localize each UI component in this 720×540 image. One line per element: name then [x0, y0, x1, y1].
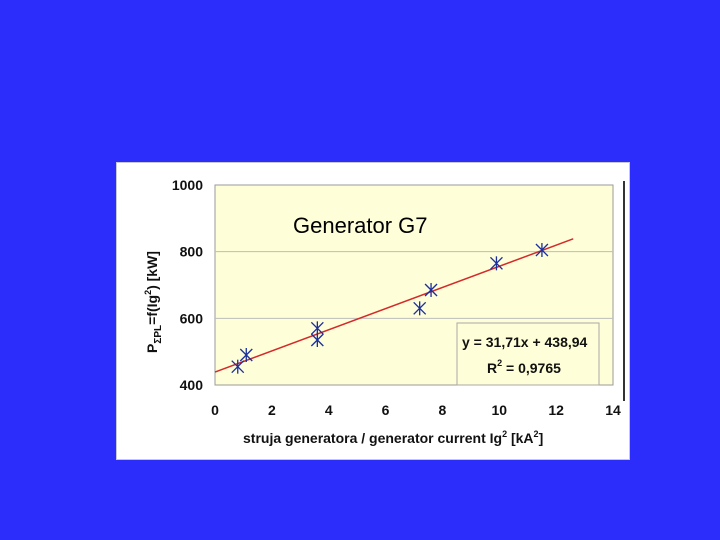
- data-point: [231, 359, 245, 374]
- x-tick-label: 0: [211, 402, 219, 418]
- x-tick-label: 10: [491, 402, 507, 418]
- r-squared-label: R2 = 0,9765: [487, 358, 561, 376]
- y-tick-label: 800: [180, 244, 204, 260]
- data-point: [239, 348, 253, 362]
- x-tick-label: 6: [382, 402, 390, 418]
- scatter-chart: 400 600 800 1000 0 2 4 6 8 10 12 14 Generator G7 y…: [143, 177, 625, 446]
- data-point: [489, 256, 503, 271]
- equation-box: [456, 322, 600, 386]
- r-squared-exponent: 2: [497, 358, 502, 368]
- x-tick-label: 12: [548, 402, 564, 418]
- grid-lines: [215, 251, 613, 319]
- data-point: [424, 283, 438, 297]
- trendline: [214, 238, 574, 373]
- data-markers: [231, 243, 549, 374]
- x-tick-label: 4: [325, 402, 333, 418]
- y-tick-label: 1000: [172, 177, 203, 193]
- data-point: [413, 301, 427, 316]
- x-tick-label: 2: [268, 402, 276, 418]
- chart-title: Generator G7: [293, 213, 428, 238]
- data-point: [535, 243, 549, 257]
- y-tick-label: 600: [180, 310, 204, 326]
- data-point: [310, 321, 324, 336]
- chart-panel: 400 600 800 1000 0 2 4 6 8 10 12 14 Generator G7 y…: [116, 162, 630, 460]
- trendline-equation: y = 31,71x + 438,94: [462, 334, 588, 350]
- x-tick-label: 8: [439, 402, 447, 418]
- x-tick-labels: 0 2 4 6 8 10 12 14: [211, 402, 621, 418]
- x-axis-title: struja generatora / generator current Ig…: [243, 429, 543, 446]
- data-point: [310, 333, 324, 347]
- y-axis-title: PΣPL=f(Ig2) [kW]: [143, 251, 164, 353]
- y-tick-label: 400: [180, 377, 204, 393]
- x-tick-label: 14: [605, 402, 621, 418]
- y-tick-labels: 400 600 800 1000: [172, 177, 203, 393]
